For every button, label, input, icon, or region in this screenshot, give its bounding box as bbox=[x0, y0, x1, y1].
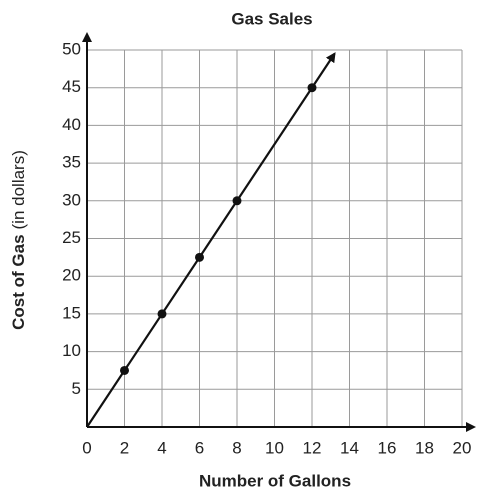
x-tick-label: 6 bbox=[195, 438, 204, 457]
y-tick-label: 45 bbox=[62, 77, 81, 96]
x-axis-label: Number of Gallons bbox=[199, 471, 351, 490]
y-axis-label-main: Cost of Gas bbox=[9, 234, 28, 329]
data-point bbox=[307, 83, 317, 93]
x-tick-label: 4 bbox=[157, 438, 166, 457]
y-tick-label: 20 bbox=[62, 266, 81, 285]
data-point bbox=[157, 309, 167, 319]
data-point bbox=[195, 252, 204, 262]
x-tick-label: 12 bbox=[303, 438, 322, 457]
y-tick-label: 25 bbox=[62, 228, 81, 247]
y-tick-label: 50 bbox=[62, 39, 81, 58]
x-tick-label: 0 bbox=[82, 438, 91, 457]
y-axis-label-unit: (in dollars) bbox=[9, 150, 28, 229]
x-tick-label: 14 bbox=[340, 438, 359, 457]
y-tick-label: 30 bbox=[62, 190, 81, 209]
data-point bbox=[120, 365, 129, 375]
x-tick-label: 2 bbox=[120, 438, 129, 457]
trend-line bbox=[86, 52, 336, 428]
y-tick-label: 5 bbox=[72, 379, 81, 398]
x-tick-label: 20 bbox=[453, 438, 472, 457]
data-point bbox=[232, 196, 242, 206]
x-tick-label: 18 bbox=[415, 438, 434, 457]
x-tick-label: 16 bbox=[378, 438, 397, 457]
y-tick-label: 35 bbox=[62, 153, 81, 172]
y-tick-label: 15 bbox=[62, 303, 81, 322]
x-tick-label: 8 bbox=[232, 438, 241, 457]
y-axis-label: Cost of Gas (in dollars) bbox=[9, 150, 28, 330]
y-tick-label: 40 bbox=[62, 115, 81, 134]
y-tick-label: 10 bbox=[62, 341, 81, 360]
chart-title: Gas Sales bbox=[231, 9, 312, 28]
x-tick-label: 10 bbox=[265, 438, 284, 457]
